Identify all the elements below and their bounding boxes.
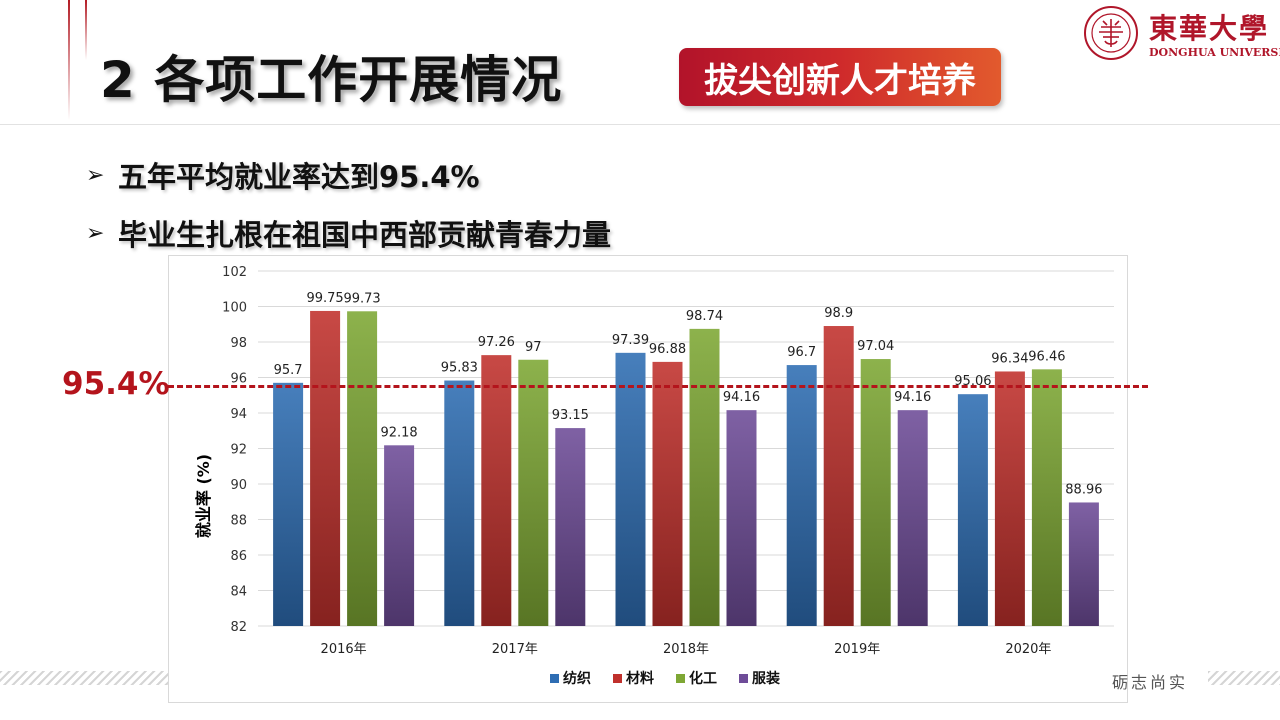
bar-2020-series-3	[1068, 502, 1099, 626]
legend-swatch	[550, 674, 559, 683]
bar-2018-series-2	[689, 328, 720, 626]
y-tick-label: 102	[222, 265, 247, 280]
data-label: 97.04	[857, 339, 894, 354]
bar-2018-series-0	[615, 352, 646, 626]
bullet-list: ➢ 五年平均就业率达到95.4% ➢ 毕业生扎根在祖国中西部贡献青春力量	[86, 150, 611, 266]
y-tick-label: 82	[230, 620, 247, 635]
employment-rate-bar-chart: 82 84 86 88 90 92 94 96 98 100 102 95.7 99.75 99.73 92…	[194, 265, 1114, 687]
logo-chinese-name: 東華大學	[1149, 12, 1270, 45]
bar-2016-series-1	[310, 310, 341, 626]
bullet-text: 毕业生扎根在祖国中西部贡献青春力量	[118, 218, 612, 252]
data-label: 98.9	[824, 306, 853, 321]
bar-2016-series-3	[384, 445, 415, 626]
data-label: 88.96	[1065, 482, 1102, 497]
y-tick-label: 88	[230, 514, 247, 529]
footer-motto: 砺志尚实	[1112, 673, 1189, 692]
bar-2016-series-0	[273, 382, 304, 626]
bar-2017-series-0	[444, 380, 475, 626]
footer-hatch-left	[0, 671, 168, 685]
bullet-item: ➢ 五年平均就业率达到95.4%	[86, 150, 611, 200]
bar-2020-series-2	[1031, 369, 1062, 626]
footer-hatch-right	[1208, 671, 1280, 685]
bar-2017-series-2	[518, 359, 549, 626]
x-tick-label: 2018年	[663, 642, 709, 657]
data-label: 93.15	[552, 408, 589, 423]
arrow-bullet-icon: ➢	[86, 162, 105, 188]
legend-label: 服装	[752, 670, 781, 687]
bar-2017-series-1	[481, 355, 512, 626]
average-reference-line	[168, 385, 1148, 388]
y-tick-label: 94	[230, 407, 247, 422]
y-axis-title: 就业率 (%)	[194, 454, 213, 538]
bar-2017-series-3	[555, 428, 586, 626]
y-tick-label: 86	[230, 549, 247, 564]
y-tick-label: 98	[230, 336, 247, 351]
legend-swatch	[613, 674, 622, 683]
data-label: 96.34	[991, 351, 1028, 366]
y-tick-label: 96	[230, 372, 247, 387]
data-label: 97.39	[612, 333, 649, 348]
data-label: 95.7	[274, 363, 303, 378]
data-label: 94.16	[723, 390, 760, 405]
data-label: 94.16	[894, 390, 931, 405]
bar-2016-series-2	[347, 311, 378, 626]
data-label: 96.88	[649, 342, 686, 357]
bar-2019-series-3	[897, 410, 928, 626]
data-label: 92.18	[380, 425, 417, 440]
bar-2020-series-0	[957, 394, 988, 626]
bar-2019-series-0	[786, 365, 817, 626]
x-tick-label: 2016年	[321, 642, 367, 657]
header-divider	[0, 124, 1280, 125]
y-tick-label: 90	[230, 478, 247, 493]
y-tick-label: 100	[222, 301, 247, 316]
data-label: 97.26	[478, 335, 515, 350]
data-label: 99.75	[306, 291, 343, 306]
y-tick-label: 84	[230, 585, 247, 600]
legend-swatch	[739, 674, 748, 683]
arrow-bullet-icon: ➢	[86, 220, 105, 246]
average-reference-label: 95.4%	[62, 366, 170, 402]
university-logo: 東華大學 DONGHUA UNIVERSITY	[1083, 5, 1280, 63]
seal-icon	[1084, 6, 1138, 60]
bar-2018-series-1	[652, 361, 683, 626]
section-badge: 拔尖创新人才培养	[679, 48, 1001, 106]
bullet-text: 五年平均就业率达到95.4%	[118, 160, 480, 194]
data-label: 98.74	[686, 309, 723, 324]
data-label: 99.73	[343, 291, 380, 306]
bar-2019-series-1	[823, 326, 854, 626]
data-label: 97	[525, 340, 542, 355]
legend-label: 纺织	[563, 670, 591, 687]
chart-frame: 82 84 86 88 90 92 94 96 98 100 102 95.7 99.75 99.73 92…	[168, 255, 1128, 703]
data-label: 96.7	[787, 345, 816, 360]
x-tick-label: 2017年	[492, 642, 538, 657]
bullet-item: ➢ 毕业生扎根在祖国中西部贡献青春力量	[86, 208, 611, 258]
bar-2018-series-3	[726, 410, 757, 626]
y-tick-label: 92	[230, 443, 247, 458]
data-label: 96.46	[1028, 349, 1065, 364]
logo-english-name: DONGHUA UNIVERSITY	[1149, 46, 1280, 59]
bar-2019-series-2	[860, 359, 891, 626]
bar-2020-series-1	[994, 371, 1025, 626]
x-tick-label: 2019年	[834, 642, 880, 657]
page-title: 2 各项工作开展情况	[100, 51, 563, 109]
legend-label: 化工	[689, 670, 717, 687]
data-label: 95.83	[441, 361, 478, 376]
legend-label: 材料	[626, 670, 654, 687]
x-tick-label: 2020年	[1005, 642, 1051, 657]
legend-swatch	[676, 674, 685, 683]
